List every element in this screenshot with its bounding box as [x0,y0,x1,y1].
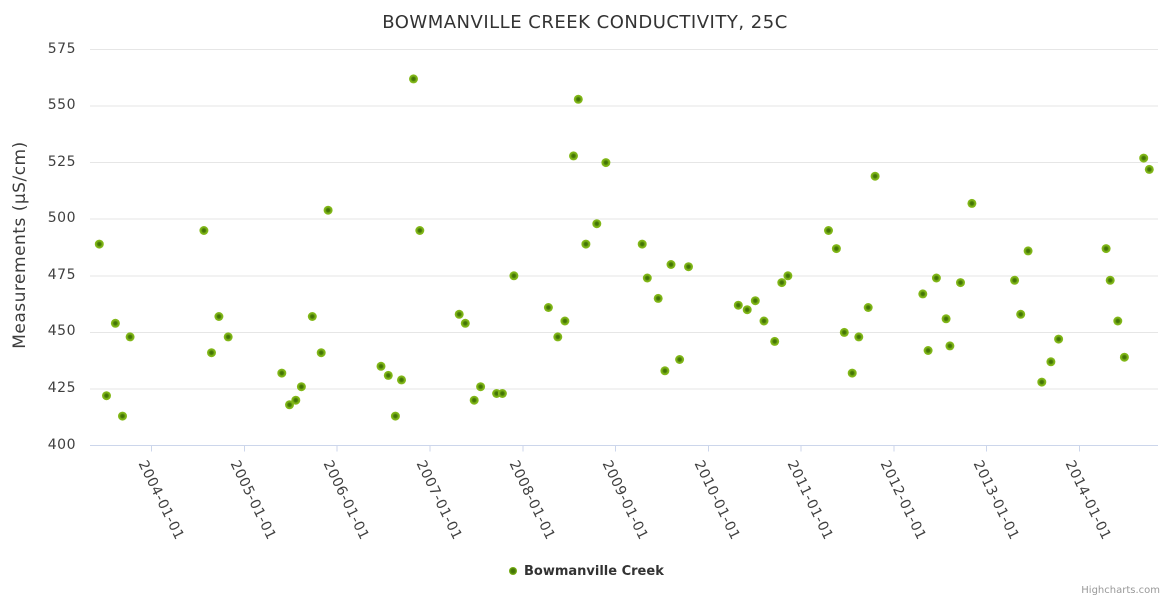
data-point[interactable] [923,346,933,355]
data-point[interactable] [569,151,578,161]
data-point[interactable] [543,303,553,312]
y-axis-label: 450 [47,323,76,340]
data-point[interactable] [316,348,326,358]
data-point[interactable] [454,309,464,319]
data-point[interactable] [967,198,977,208]
data-point[interactable] [560,316,570,326]
data-point[interactable] [573,94,583,104]
data-point[interactable] [742,305,752,315]
data-point[interactable] [839,327,849,337]
data-point[interactable] [94,239,104,249]
data-point[interactable] [223,332,233,342]
data-point[interactable] [415,226,425,235]
data-point[interactable] [207,348,216,358]
chart-title: BOWMANVILLE CREEK CONDUCTIVITY, 25C [382,12,788,33]
y-axis-label: 425 [47,379,76,396]
data-point[interactable] [307,312,317,321]
data-point[interactable] [684,262,693,272]
data-point[interactable] [102,391,111,401]
data-point[interactable] [1119,352,1129,362]
data-point[interactable] [460,318,470,328]
data-point[interactable] [759,316,769,326]
data-point[interactable] [553,332,563,342]
data-point[interactable] [824,226,833,235]
data-point[interactable] [214,312,224,321]
data-point[interactable] [397,375,406,385]
data-point[interactable] [675,355,685,364]
data-point[interactable] [285,400,294,410]
data-point[interactable] [376,361,386,371]
data-point[interactable] [497,389,507,398]
data-point[interactable] [509,271,519,281]
data-point[interactable] [945,341,955,351]
data-point[interactable] [476,382,486,392]
data-point[interactable] [847,368,857,378]
data-point[interactable] [918,289,928,299]
data-point[interactable] [777,278,787,288]
data-point[interactable] [592,219,602,229]
data-point[interactable] [637,239,647,249]
data-point[interactable] [941,314,951,324]
data-point[interactable] [666,260,676,269]
y-axis-label: 475 [47,266,76,283]
data-point[interactable] [199,226,209,235]
data-point[interactable] [1113,316,1123,326]
data-point[interactable] [870,171,880,181]
data-point[interactable] [469,395,479,405]
data-point[interactable] [770,336,780,346]
y-axis-label: 575 [47,40,76,57]
data-point[interactable] [277,368,287,378]
data-point[interactable] [931,273,941,283]
data-point[interactable] [118,411,127,421]
data-point[interactable] [956,278,965,288]
data-point[interactable] [125,332,135,342]
legend-marker-icon [509,567,517,575]
data-point[interactable] [1016,309,1026,319]
data-point[interactable] [323,205,333,215]
data-point[interactable] [581,239,591,249]
data-point[interactable] [660,366,670,376]
y-axis-label: 525 [47,153,76,170]
legend-item-bowmanville-creek[interactable]: Bowmanville Creek [509,562,664,580]
data-point[interactable] [1023,246,1033,256]
data-point[interactable] [854,332,864,342]
data-point[interactable] [1054,334,1064,344]
legend-label: Bowmanville Creek [524,563,664,579]
data-point[interactable] [653,293,663,303]
data-point[interactable] [110,318,120,328]
data-point[interactable] [1046,357,1056,367]
data-point[interactable] [1101,244,1111,254]
y-axis-label: 550 [47,97,76,114]
data-point[interactable] [733,300,743,310]
data-point[interactable] [642,273,652,283]
data-point[interactable] [1144,164,1154,174]
y-axis-label: 400 [47,436,76,453]
data-point[interactable] [831,244,841,254]
data-point[interactable] [383,370,393,380]
data-point[interactable] [1139,153,1149,163]
data-point[interactable] [291,395,301,405]
data-point[interactable] [783,271,793,281]
data-point[interactable] [1010,275,1020,285]
highcharts-credit-link[interactable]: Highcharts.com [1081,585,1160,596]
data-point[interactable] [1037,377,1047,387]
plot-area [90,49,1158,452]
data-point[interactable] [601,158,611,168]
data-point[interactable] [863,303,873,312]
data-point[interactable] [409,74,418,84]
data-point[interactable] [750,296,760,306]
data-point[interactable] [390,411,400,421]
y-axis-label: 500 [47,210,76,227]
data-point[interactable] [296,382,306,392]
data-point[interactable] [1105,275,1115,285]
